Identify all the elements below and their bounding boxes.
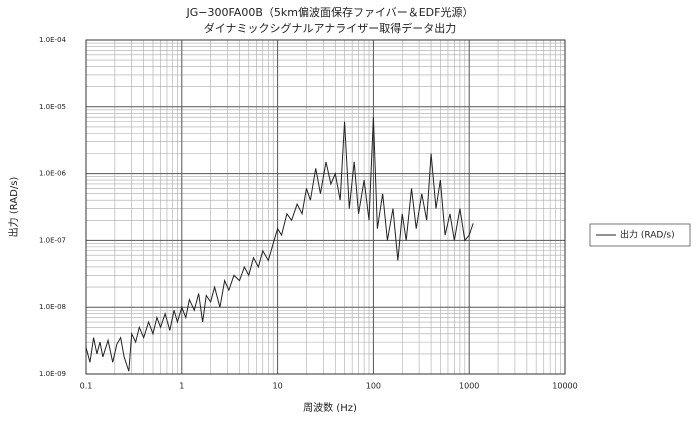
y-tick-label: 1.0E-07 (39, 236, 66, 244)
y-tick-label: 1.0E-04 (39, 36, 67, 44)
data-line (85, 117, 474, 372)
x-tick-label: 10 (273, 382, 283, 391)
y-tick-label: 1.0E-09 (39, 370, 66, 378)
x-tick-label: 100 (366, 382, 381, 391)
y-tick-label: 1.0E-08 (39, 303, 66, 311)
x-tick-label: 10000 (552, 382, 577, 391)
x-tick-label: 0.1 (80, 382, 93, 391)
y-axis-label: 出力 (RAD/s) (7, 177, 20, 238)
x-tick-label: 1000 (459, 382, 479, 391)
plot-frame (85, 39, 566, 375)
x-axis-label: 周波数 (Hz) (303, 401, 357, 414)
chart-subtitle: ダイナミックシグナルアナライザー取得データ出力 (204, 21, 457, 35)
x-tick-label: 1 (179, 382, 184, 391)
legend-label: 出力 (RAD/s) (620, 229, 675, 241)
chart-title: JG−300FA00B（5km偏波面保存ファイバー＆EDF光源） (186, 5, 474, 19)
legend-box (589, 223, 691, 247)
y-tick-label: 1.0E-05 (39, 103, 66, 111)
y-tick-label: 1.0E-06 (39, 170, 67, 178)
